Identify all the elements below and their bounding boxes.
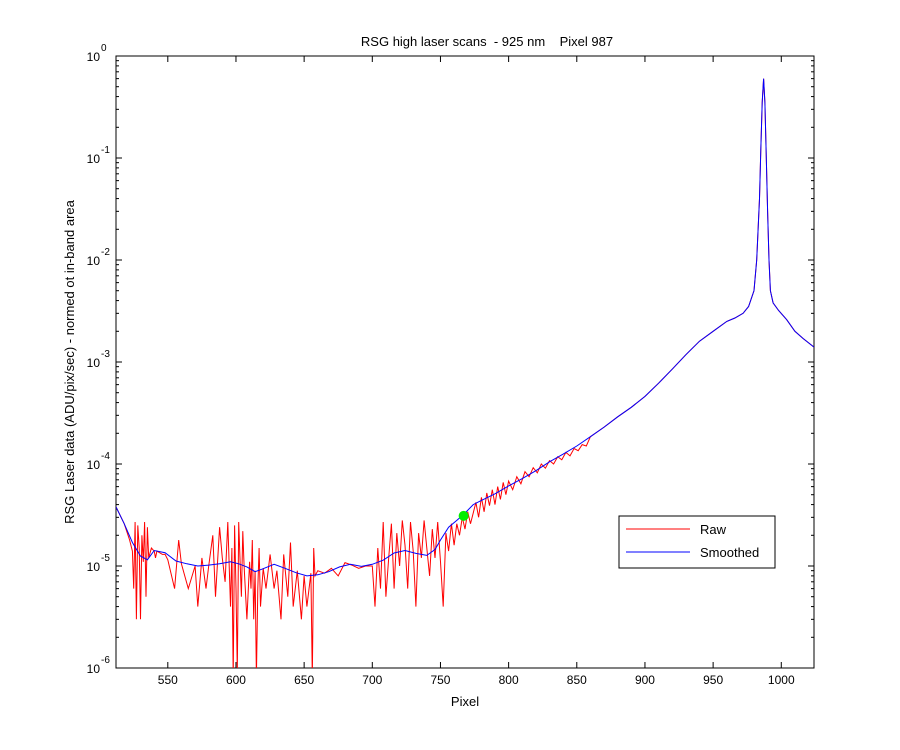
axes-box <box>115 55 815 669</box>
y-tick-exponent: -5 <box>101 553 110 564</box>
y-tick-label: 10 <box>87 458 101 472</box>
y-axis-label: RSG Laser data (ADU/pix/sec) - normed ot… <box>62 199 77 523</box>
y-tick-exponent: -1 <box>101 145 110 156</box>
x-tick-label: 800 <box>499 673 519 687</box>
y-tick-label: 10 <box>87 50 101 64</box>
x-axis-label: Pixel <box>451 694 479 709</box>
legend-label-smoothed: Smoothed <box>700 545 759 560</box>
y-tick-label: 10 <box>87 662 101 676</box>
series-line-smoothed <box>116 78 814 577</box>
x-tick-label: 850 <box>567 673 587 687</box>
x-tick-label: 950 <box>703 673 723 687</box>
x-tick-label: 600 <box>226 673 246 687</box>
ticks-layer: 550 600 650 700 750 800 850 900 950 100010-610-51… <box>87 43 814 687</box>
y-tick-exponent: -4 <box>101 451 110 462</box>
series-line-raw <box>116 78 814 668</box>
x-tick-label: 650 <box>294 673 314 687</box>
plot-area: 550 600 650 700 750 800 850 900 950 100010-610-51… <box>87 43 815 687</box>
x-tick-label: 700 <box>362 673 382 687</box>
x-tick-label: 900 <box>635 673 655 687</box>
legend: Raw Smoothed <box>618 515 776 569</box>
x-tick-label: 1000 <box>768 673 795 687</box>
y-tick-exponent: -2 <box>101 247 110 258</box>
legend-box <box>618 515 776 569</box>
y-tick-label: 10 <box>87 152 101 166</box>
y-tick-exponent: -6 <box>101 655 110 666</box>
x-tick-label: 550 <box>158 673 178 687</box>
y-tick-exponent: -3 <box>101 349 110 360</box>
x-tick-label: 750 <box>430 673 450 687</box>
y-tick-label: 10 <box>87 560 101 574</box>
y-tick-exponent: 0 <box>101 43 107 54</box>
series-layer <box>116 78 814 668</box>
y-tick-label: 10 <box>87 254 101 268</box>
legend-label-raw: Raw <box>700 522 727 537</box>
y-tick-label: 10 <box>87 356 101 370</box>
marker-point <box>458 510 469 521</box>
chart-title: RSG high laser scans - 925 nm Pixel 987 <box>361 34 613 49</box>
